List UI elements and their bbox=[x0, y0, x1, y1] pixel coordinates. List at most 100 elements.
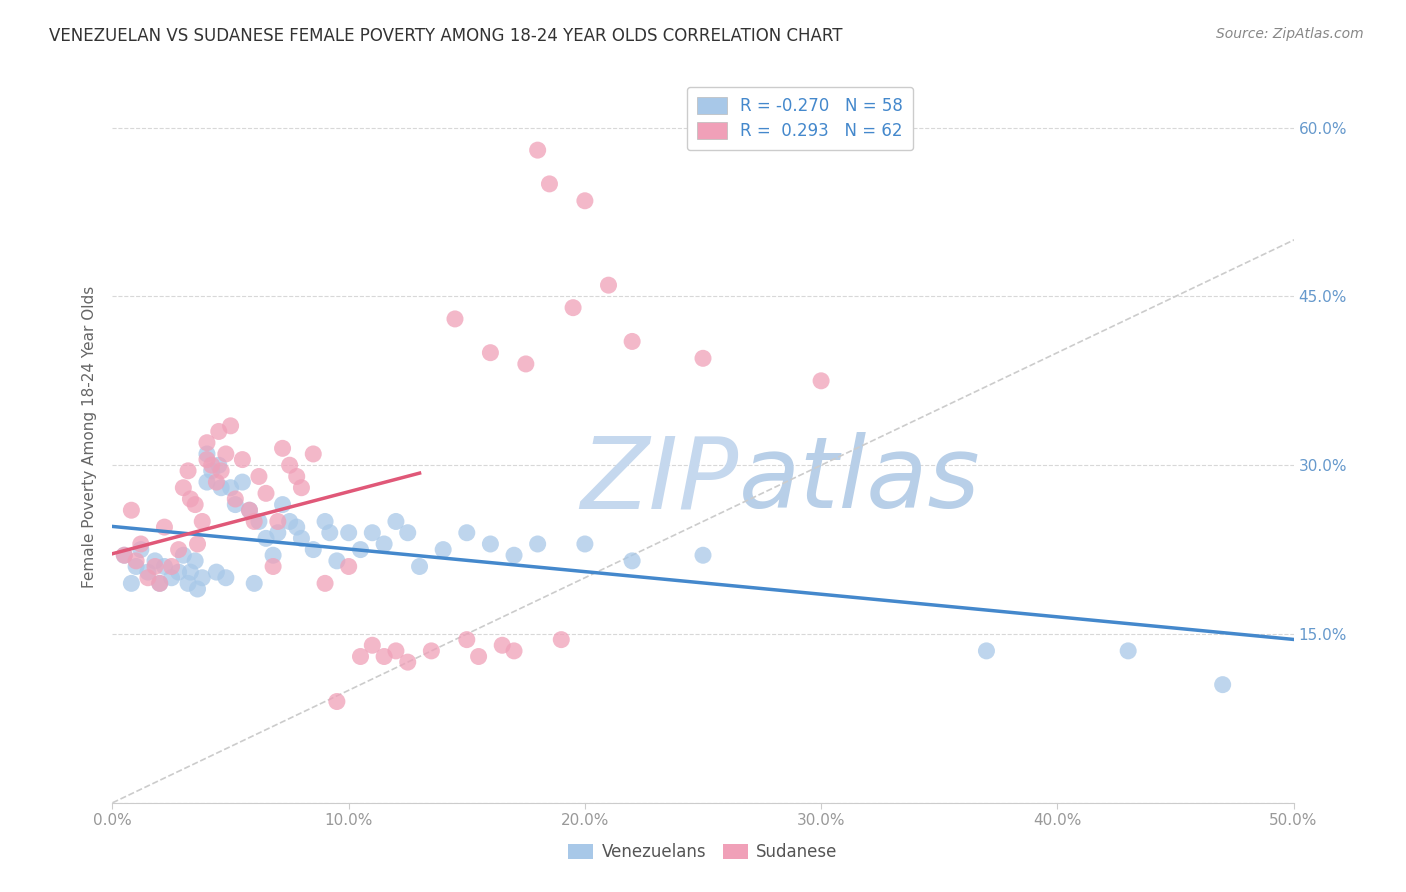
Point bbox=[231, 452, 253, 467]
Point bbox=[444, 312, 467, 326]
Point bbox=[1116, 644, 1139, 658]
Point bbox=[247, 515, 270, 529]
Point bbox=[692, 548, 714, 562]
Point bbox=[184, 498, 207, 512]
Point bbox=[215, 571, 238, 585]
Point bbox=[112, 548, 135, 562]
Point bbox=[361, 638, 384, 652]
Point bbox=[574, 194, 596, 208]
Point bbox=[598, 278, 620, 293]
Point bbox=[550, 632, 572, 647]
Point bbox=[337, 525, 360, 540]
Point bbox=[195, 475, 218, 489]
Point bbox=[184, 554, 207, 568]
Point bbox=[574, 537, 596, 551]
Point bbox=[209, 464, 232, 478]
Point bbox=[136, 565, 159, 579]
Point bbox=[285, 469, 308, 483]
Point bbox=[262, 559, 284, 574]
Point bbox=[271, 442, 294, 456]
Point bbox=[1212, 678, 1234, 692]
Point bbox=[503, 548, 526, 562]
Point bbox=[349, 542, 371, 557]
Point bbox=[285, 520, 308, 534]
Point bbox=[515, 357, 537, 371]
Point bbox=[219, 418, 242, 433]
Point bbox=[290, 532, 312, 546]
Point bbox=[149, 576, 172, 591]
Point bbox=[177, 464, 200, 478]
Point bbox=[810, 374, 832, 388]
Point bbox=[205, 475, 228, 489]
Point bbox=[120, 576, 142, 591]
Point bbox=[112, 548, 135, 562]
Point bbox=[396, 655, 419, 669]
Point bbox=[179, 565, 201, 579]
Point bbox=[254, 532, 277, 546]
Point bbox=[195, 435, 218, 450]
Point bbox=[238, 503, 260, 517]
Point bbox=[129, 542, 152, 557]
Point bbox=[267, 525, 290, 540]
Point bbox=[172, 548, 194, 562]
Text: ZIP: ZIP bbox=[581, 433, 738, 530]
Point bbox=[326, 694, 349, 708]
Point bbox=[160, 571, 183, 585]
Point bbox=[153, 559, 176, 574]
Point bbox=[167, 565, 190, 579]
Point bbox=[167, 542, 190, 557]
Point bbox=[349, 649, 371, 664]
Point bbox=[186, 537, 208, 551]
Point bbox=[136, 571, 159, 585]
Point bbox=[219, 481, 242, 495]
Point bbox=[129, 537, 152, 551]
Point bbox=[326, 554, 349, 568]
Point bbox=[337, 559, 360, 574]
Point bbox=[314, 576, 336, 591]
Text: VENEZUELAN VS SUDANESE FEMALE POVERTY AMONG 18-24 YEAR OLDS CORRELATION CHART: VENEZUELAN VS SUDANESE FEMALE POVERTY AM… bbox=[49, 27, 842, 45]
Point bbox=[526, 537, 548, 551]
Point bbox=[172, 481, 194, 495]
Point bbox=[278, 515, 301, 529]
Text: Source: ZipAtlas.com: Source: ZipAtlas.com bbox=[1216, 27, 1364, 41]
Point bbox=[243, 515, 266, 529]
Point bbox=[209, 481, 232, 495]
Point bbox=[538, 177, 561, 191]
Point bbox=[191, 515, 214, 529]
Point bbox=[201, 458, 224, 473]
Point bbox=[247, 469, 270, 483]
Point bbox=[125, 559, 148, 574]
Point bbox=[385, 515, 408, 529]
Point bbox=[408, 559, 430, 574]
Point bbox=[243, 576, 266, 591]
Point bbox=[143, 554, 166, 568]
Point bbox=[238, 503, 260, 517]
Point bbox=[319, 525, 342, 540]
Point bbox=[231, 475, 253, 489]
Point bbox=[191, 571, 214, 585]
Point bbox=[361, 525, 384, 540]
Point bbox=[205, 565, 228, 579]
Point bbox=[373, 537, 395, 551]
Point bbox=[385, 644, 408, 658]
Point bbox=[160, 559, 183, 574]
Text: atlas: atlas bbox=[738, 433, 980, 530]
Point bbox=[479, 537, 502, 551]
Point bbox=[143, 559, 166, 574]
Legend: Venezuelans, Sudanese: Venezuelans, Sudanese bbox=[561, 837, 845, 868]
Point bbox=[177, 576, 200, 591]
Point bbox=[224, 491, 246, 506]
Point bbox=[692, 351, 714, 366]
Point bbox=[976, 644, 998, 658]
Point bbox=[208, 458, 231, 473]
Point bbox=[224, 498, 246, 512]
Point bbox=[621, 554, 644, 568]
Point bbox=[373, 649, 395, 664]
Point bbox=[278, 458, 301, 473]
Point bbox=[432, 542, 454, 557]
Point bbox=[420, 644, 443, 658]
Point bbox=[467, 649, 489, 664]
Point bbox=[290, 481, 312, 495]
Point bbox=[186, 582, 208, 596]
Point bbox=[125, 554, 148, 568]
